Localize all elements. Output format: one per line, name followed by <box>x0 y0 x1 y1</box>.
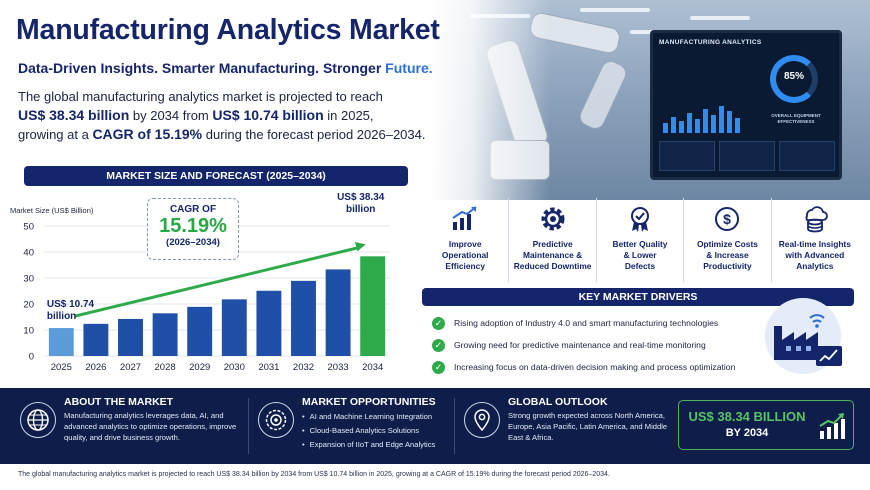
bar-2031 <box>256 290 282 356</box>
bar-2032 <box>291 280 316 356</box>
x-tick-label: 2034 <box>362 362 383 373</box>
opportunities-title: MARKET OPPORTUNITIES <box>302 396 436 408</box>
bar-2026 <box>83 323 109 356</box>
opportunities-list: AI and Machine Learning Integration Clou… <box>302 410 452 452</box>
y-tick-label: 0 <box>29 352 34 363</box>
start-value-label: US$ 10.74 <box>47 299 95 310</box>
x-tick-label: 2032 <box>293 362 314 373</box>
cagr-label: CAGR OF <box>169 204 217 215</box>
quality-badge-icon <box>623 202 657 236</box>
bar-2029 <box>187 306 213 356</box>
benefit-efficiency: Improve Operational Efficiency <box>422 198 510 282</box>
x-tick-label: 2033 <box>328 362 349 373</box>
cagr-callout: CAGR OF 15.19% (2026–2034) <box>147 198 239 260</box>
end-value-label: US$ 38.34 <box>337 192 385 203</box>
bar-2027 <box>118 318 143 356</box>
x-tick-label: 2031 <box>258 362 279 373</box>
bar-2030 <box>221 299 247 356</box>
outlook-section: GLOBAL OUTLOOK Strong growth expected ac… <box>456 388 870 464</box>
opportunities-section: MARKET OPPORTUNITIES AI and Machine Lear… <box>250 388 450 464</box>
about-title: ABOUT THE MARKET <box>64 396 174 408</box>
x-tick-label: 2030 <box>224 362 245 373</box>
bar-2033 <box>325 269 351 356</box>
donut-gauge-icon <box>770 55 818 103</box>
bar-2028 <box>152 313 178 356</box>
tagline: Data-Driven Insights. Smarter Manufactur… <box>18 60 433 76</box>
bottom-band: ABOUT THE MARKET Manufacturing analytics… <box>0 388 870 464</box>
x-tick-label: 2028 <box>155 362 176 373</box>
growth-arrow <box>74 245 361 318</box>
drivers-banner: KEY MARKET DRIVERS <box>422 288 854 306</box>
about-text: Manufacturing analytics leverages data, … <box>64 411 237 442</box>
x-tick-label: 2029 <box>189 362 210 373</box>
y-tick-label: 50 <box>23 222 34 233</box>
growth-chart-icon <box>448 202 482 236</box>
analytics-dashboard-monitor: MANUFACTURING ANALYTICS 85% OVERALL EQUI… <box>650 30 842 180</box>
outlook-value: US$ 38.34 BILLION <box>688 409 806 424</box>
intro-value-2025: US$ 10.74 billion <box>212 107 324 123</box>
outlook-value-box: US$ 38.34 BILLION BY 2034 <box>678 400 854 450</box>
dollar-coin-icon: $ <box>710 202 744 236</box>
dashboard-metric: OVERALL EQUIPMENT EFFECTIVENESS <box>771 113 821 124</box>
target-icon <box>258 402 294 438</box>
mini-bar-chart-icon <box>663 103 753 133</box>
cloud-database-icon <box>798 202 832 236</box>
benefit-insights: Real-time Insights with Advanced Analytics <box>772 198 858 282</box>
gear-icon <box>536 202 570 236</box>
cagr-period: (2026–2034) <box>166 237 220 248</box>
list-item: ✓ Growing need for predictive maintenance… <box>432 334 742 356</box>
benefit-maintenance: Predictive Maintenance & Reduced Downtime <box>509 198 597 282</box>
cagr-value: 15.19% <box>159 215 227 237</box>
list-item: ✓ Increasing focus on data-driven decisio… <box>432 356 742 378</box>
y-tick-label: 10 <box>23 326 34 337</box>
dashboard-percent: 85% <box>783 71 804 82</box>
start-value-label-unit: billion <box>47 311 76 322</box>
outlook-text: Strong growth expected across North Amer… <box>508 411 668 442</box>
benefit-quality: Better Quality & Lower Defects <box>597 198 685 282</box>
intro-cagr: CAGR of 15.19% <box>92 126 203 142</box>
check-icon: ✓ <box>432 338 445 352</box>
intro-value-2034: US$ 38.34 billion <box>18 107 130 123</box>
world-map-icon <box>779 141 835 171</box>
market-size-bar-chart: Market Size (US$ Billion)010203040502025… <box>10 192 390 373</box>
growth-chart-icon <box>819 413 845 439</box>
list-item: ✓ Rising adoption of Industry 4.0 and sma… <box>432 312 742 334</box>
drivers-list: ✓ Rising adoption of Industry 4.0 and sma… <box>432 312 742 378</box>
y-tick-label: 20 <box>23 300 34 311</box>
dashboard-title: MANUFACTURING ANALYTICS <box>659 39 762 46</box>
tagline-accent: Future. <box>385 60 433 76</box>
check-icon: ✓ <box>432 360 445 374</box>
x-tick-label: 2025 <box>51 362 72 373</box>
list-item: Expansion of IIoT and Edge Analytics <box>302 438 452 452</box>
y-tick-label: 30 <box>23 274 34 285</box>
x-tick-label: 2026 <box>85 362 106 373</box>
benefit-costs: $ Optimize Costs & Increase Productivity <box>684 198 772 282</box>
smart-factory-icon <box>765 298 842 374</box>
chart-banner: MARKET SIZE AND FORECAST (2025–2034) <box>24 166 408 186</box>
footnote: The global manufacturing analytics marke… <box>18 471 610 478</box>
outlook-by: BY 2034 <box>725 427 769 439</box>
end-value-label-unit: billion <box>346 204 375 215</box>
x-tick-label: 2027 <box>120 362 141 373</box>
globe-icon <box>20 402 56 438</box>
benefits-row: Improve Operational Efficiency Predictive M… <box>422 198 858 282</box>
outlook-title: GLOBAL OUTLOOK <box>508 396 608 408</box>
check-icon: ✓ <box>432 316 445 330</box>
svg-text:$: $ <box>724 211 732 227</box>
y-tick-label: 40 <box>23 248 34 259</box>
bar-2034 <box>360 256 386 356</box>
list-item: AI and Machine Learning Integration <box>302 410 452 424</box>
about-section: ABOUT THE MARKET Manufacturing analytics… <box>0 388 240 464</box>
y-axis-label: Market Size (US$ Billion) <box>10 206 94 215</box>
growth-arrow-head <box>355 242 366 252</box>
intro-paragraph: The global manufacturing analytics marke… <box>18 89 426 142</box>
location-pin-icon <box>464 402 500 438</box>
bar-2025 <box>48 328 74 356</box>
list-item: Cloud-Based Analytics Solutions <box>302 424 452 438</box>
page-title: Manufacturing Analytics Market <box>16 14 440 46</box>
